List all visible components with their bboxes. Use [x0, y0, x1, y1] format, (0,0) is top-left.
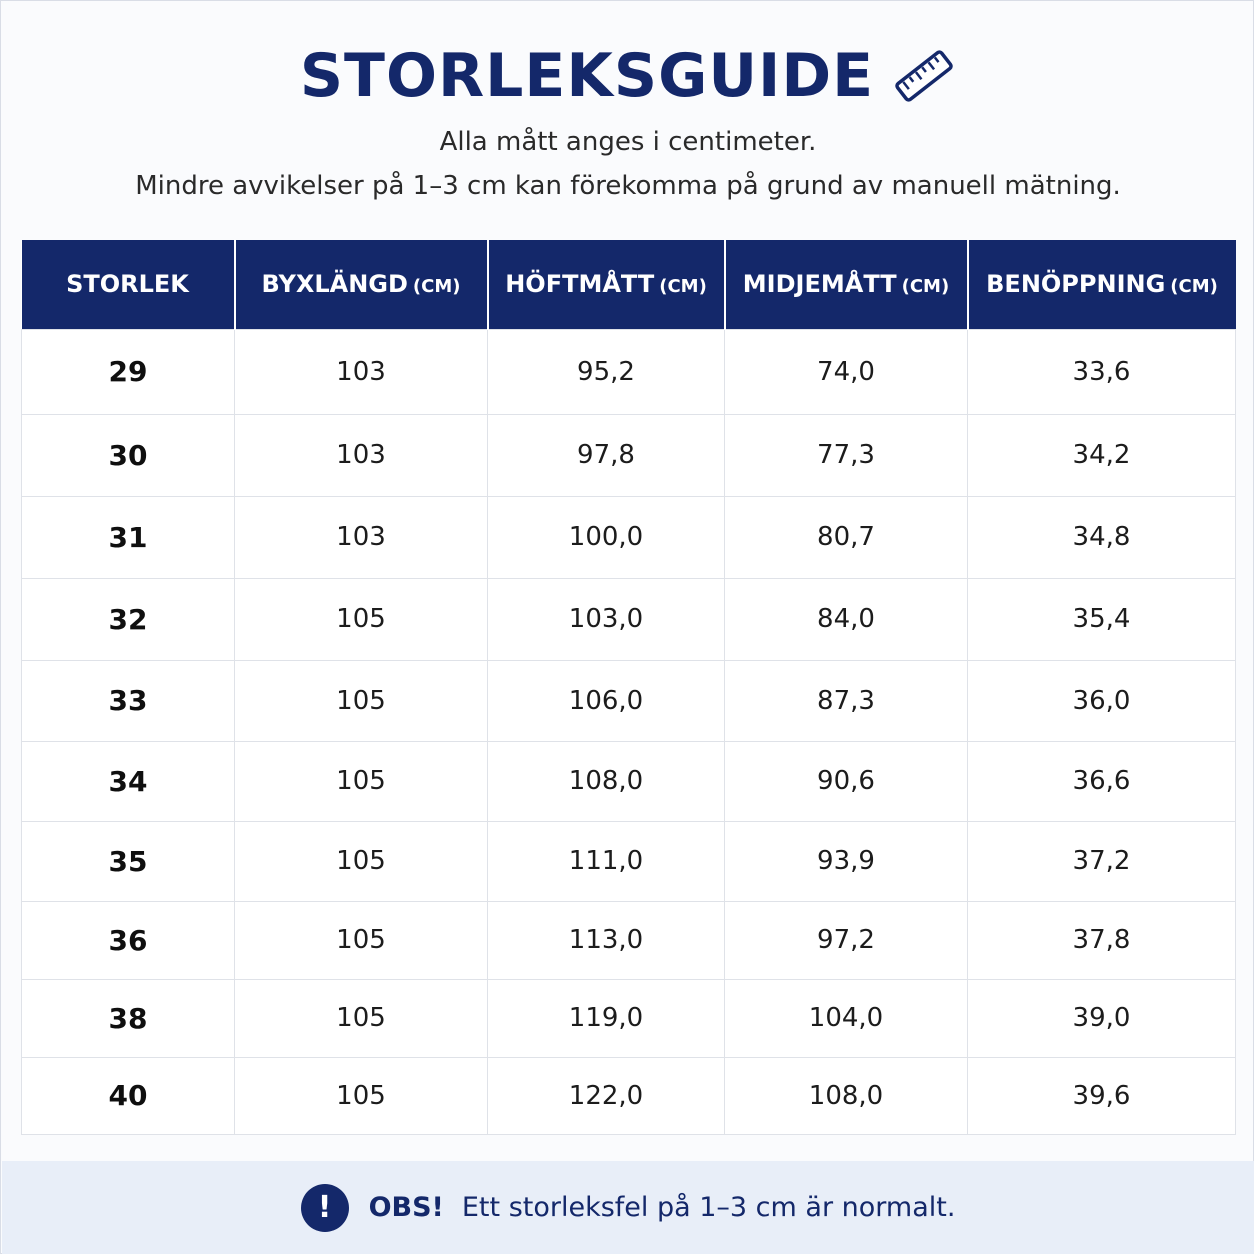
header: STORLEKSGUIDE Alla mått anges i centimet…	[1, 37, 1254, 201]
size-cell: 35	[21, 820, 235, 902]
leg-opening-cell: 34,2	[967, 413, 1236, 497]
size-cell: 32	[21, 577, 235, 661]
length-cell: 105	[234, 978, 488, 1058]
length-cell: 103	[234, 328, 488, 415]
table-row: 29 103 95,2 74,0 33,6	[21, 328, 1236, 415]
unit-label: (CM)	[1170, 276, 1218, 298]
waist-cell: 74,0	[724, 328, 968, 415]
length-cell: 105	[234, 900, 488, 980]
hip-cell: 97,8	[487, 413, 725, 497]
column-header-waist: MIDJEMÅTT (CM)	[724, 240, 969, 329]
hip-cell: 100,0	[487, 495, 725, 579]
table-row: 31 103 100,0 80,7 34,8	[21, 495, 1236, 579]
hip-cell: 119,0	[487, 978, 725, 1058]
column-header-hip: HÖFTMÅTT (CM)	[487, 240, 726, 329]
column-header-size: STORLEK	[21, 240, 236, 329]
leg-opening-cell: 35,4	[967, 577, 1236, 661]
length-cell: 105	[234, 1056, 488, 1135]
size-cell: 31	[21, 495, 235, 579]
waist-cell: 84,0	[724, 577, 968, 661]
page-title: STORLEKSGUIDE	[299, 41, 875, 111]
table-row: 36 105 113,0 97,2 37,8	[21, 900, 1236, 980]
size-cell: 30	[21, 413, 235, 497]
size-cell: 40	[21, 1056, 235, 1135]
table-row: 35 105 111,0 93,9 37,2	[21, 820, 1236, 902]
size-table: STORLEK BYXLÄNGD (CM) HÖFTMÅTT (CM) MIDJEM…	[21, 240, 1236, 1135]
unit-label: (CM)	[659, 276, 707, 298]
size-cell: 33	[21, 659, 235, 742]
table-header-row: STORLEK BYXLÄNGD (CM) HÖFTMÅTT (CM) MIDJEM…	[21, 240, 1236, 329]
table-row: 38 105 119,0 104,0 39,0	[21, 978, 1236, 1058]
leg-opening-cell: 37,8	[967, 900, 1236, 980]
length-cell: 103	[234, 413, 488, 497]
leg-opening-cell: 39,6	[967, 1056, 1236, 1135]
column-header-leg-opening: BENÖPPNING (CM)	[967, 240, 1236, 329]
obs-label: OBS!	[368, 1192, 444, 1223]
table-row: 32 105 103,0 84,0 35,4	[21, 577, 1236, 661]
length-cell: 105	[234, 740, 488, 822]
length-cell: 105	[234, 820, 488, 902]
leg-opening-cell: 36,6	[967, 740, 1236, 822]
leg-opening-cell: 34,8	[967, 495, 1236, 579]
waist-cell: 108,0	[724, 1056, 968, 1135]
waist-cell: 90,6	[724, 740, 968, 822]
obs-text: Ett storleksfel på 1–3 cm är normalt.	[461, 1192, 956, 1223]
leg-opening-cell: 39,0	[967, 978, 1236, 1058]
table-row: 40 105 122,0 108,0 39,6	[21, 1056, 1236, 1135]
unit-label: (CM)	[412, 276, 461, 298]
size-cell: 38	[21, 978, 235, 1058]
hip-cell: 103,0	[487, 577, 725, 661]
waist-cell: 104,0	[724, 978, 968, 1058]
hip-cell: 122,0	[487, 1056, 725, 1135]
unit-label: (CM)	[901, 276, 950, 298]
leg-opening-cell: 36,0	[967, 659, 1236, 742]
waist-cell: 87,3	[724, 659, 968, 742]
subtitle-deviation: Mindre avvikelser på 1–3 cm kan förekomm…	[135, 171, 1121, 201]
exclamation-icon: !	[300, 1183, 349, 1232]
hip-cell: 106,0	[487, 659, 725, 742]
waist-cell: 80,7	[724, 495, 968, 579]
waist-cell: 97,2	[724, 900, 968, 980]
size-cell: 34	[21, 740, 235, 822]
size-cell: 36	[21, 900, 235, 980]
table-row: 30 103 97,8 77,3 34,2	[21, 413, 1236, 497]
hip-cell: 108,0	[487, 740, 725, 822]
column-header-length: BYXLÄNGD (CM)	[234, 240, 489, 329]
length-cell: 105	[234, 577, 488, 661]
obs-notice: ! OBS! Ett storleksfel på 1–3 cm är norm…	[2, 1161, 1254, 1254]
title-row: STORLEKSGUIDE	[1, 37, 1254, 115]
hip-cell: 111,0	[487, 820, 725, 902]
subtitle-units: Alla mått anges i centimeter.	[439, 127, 817, 157]
waist-cell: 93,9	[724, 820, 968, 902]
table-row: 33 105 106,0 87,3 36,0	[21, 659, 1236, 742]
table-row: 34 105 108,0 90,6 36,6	[21, 740, 1236, 822]
leg-opening-cell: 33,6	[967, 328, 1236, 415]
leg-opening-cell: 37,2	[967, 820, 1236, 902]
size-cell: 29	[21, 328, 235, 415]
length-cell: 103	[234, 495, 488, 579]
length-cell: 105	[234, 659, 488, 742]
waist-cell: 77,3	[724, 413, 968, 497]
hip-cell: 113,0	[487, 900, 725, 980]
hip-cell: 95,2	[487, 328, 725, 415]
ruler-icon	[895, 50, 953, 102]
